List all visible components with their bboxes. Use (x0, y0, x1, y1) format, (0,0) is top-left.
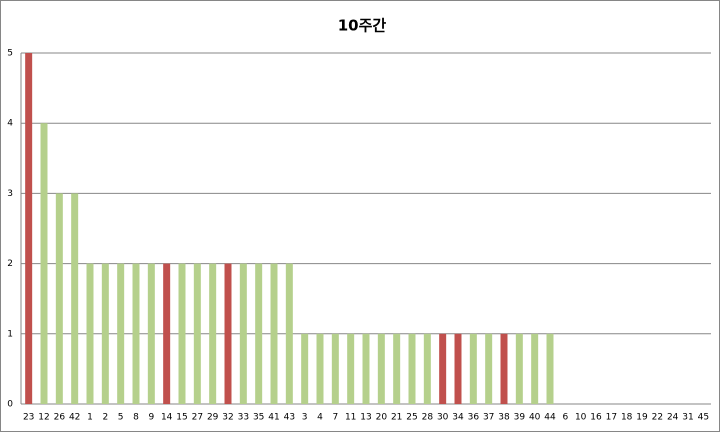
bar (485, 333, 493, 404)
bar (178, 263, 186, 404)
x-tick-label: 15 (176, 413, 187, 423)
bar (331, 333, 339, 404)
bar (347, 333, 355, 404)
bar (239, 263, 247, 404)
x-tick-label: 4 (317, 413, 323, 423)
y-tick-label: 2 (7, 259, 13, 269)
y-tick-label: 3 (7, 189, 13, 199)
bar (117, 263, 125, 404)
x-tick-label: 36 (468, 413, 480, 423)
y-tick-label: 5 (7, 49, 13, 59)
bar (393, 333, 401, 404)
bar (147, 263, 155, 404)
x-tick-label: 5 (118, 413, 124, 423)
bar (71, 193, 79, 404)
x-tick-label: 17 (606, 413, 617, 423)
x-tick-label: 10 (575, 413, 587, 423)
x-tick-label: 14 (161, 413, 173, 423)
x-tick-label: 25 (406, 413, 417, 423)
x-tick-label: 31 (682, 413, 693, 423)
bar (193, 263, 201, 404)
bar (132, 263, 140, 404)
chart-title: 10주간 (338, 17, 387, 35)
y-tick-label: 0 (7, 400, 13, 410)
bar (469, 333, 477, 404)
bar (423, 333, 431, 404)
x-tick-label: 44 (544, 413, 556, 423)
bar (362, 333, 370, 404)
x-tick-label: 9 (148, 413, 154, 423)
x-tick-label: 21 (391, 413, 402, 423)
x-tick-label: 33 (238, 413, 249, 423)
x-tick-label: 24 (667, 413, 679, 423)
y-tick-label: 4 (7, 119, 13, 129)
x-tick-label: 43 (284, 413, 295, 423)
bar (316, 333, 324, 404)
bar (500, 333, 508, 404)
bar (224, 263, 232, 404)
x-tick-label: 29 (207, 413, 219, 423)
bar (301, 333, 309, 404)
x-tick-label: 22 (652, 413, 663, 423)
bar (531, 333, 539, 404)
x-tick-label: 23 (23, 413, 34, 423)
x-tick-label: 30 (437, 413, 449, 423)
x-tick-label: 45 (698, 413, 709, 423)
bar (163, 263, 171, 404)
x-tick-label: 13 (360, 413, 371, 423)
bar (55, 193, 63, 404)
bar (377, 333, 385, 404)
bar (86, 263, 94, 404)
bar (209, 263, 217, 404)
x-tick-label: 27 (192, 413, 203, 423)
x-tick-label: 26 (54, 413, 66, 423)
x-tick-label: 34 (452, 413, 464, 423)
bar (255, 263, 263, 404)
x-tick-label: 8 (133, 413, 139, 423)
x-tick-label: 18 (621, 413, 633, 423)
x-tick-label: 32 (222, 413, 233, 423)
x-tick-label: 6 (562, 413, 568, 423)
x-tick-label: 38 (498, 413, 510, 423)
bar (515, 333, 523, 404)
bar (101, 263, 109, 404)
bar (439, 333, 447, 404)
bar (270, 263, 278, 404)
y-tick-label: 1 (7, 329, 13, 339)
x-tick-label: 11 (345, 413, 356, 423)
x-tick-label: 1 (87, 413, 93, 423)
x-tick-label: 39 (514, 413, 526, 423)
x-tick-label: 40 (529, 413, 541, 423)
x-tick-label: 19 (636, 413, 648, 423)
bar (546, 333, 554, 404)
bar (408, 333, 416, 404)
bar (40, 123, 48, 404)
x-tick-label: 28 (422, 413, 434, 423)
x-tick-label: 37 (483, 413, 494, 423)
x-tick-label: 41 (268, 413, 279, 423)
x-tick-label: 2 (102, 413, 108, 423)
x-tick-label: 16 (590, 413, 602, 423)
x-tick-label: 35 (253, 413, 264, 423)
x-tick-label: 12 (38, 413, 49, 423)
x-tick-label: 3 (302, 413, 308, 423)
x-tick-label: 7 (332, 413, 338, 423)
x-tick-label: 20 (376, 413, 388, 423)
bar (25, 53, 33, 404)
x-tick-label: 42 (69, 413, 80, 423)
bar (285, 263, 293, 404)
bar (454, 333, 462, 404)
